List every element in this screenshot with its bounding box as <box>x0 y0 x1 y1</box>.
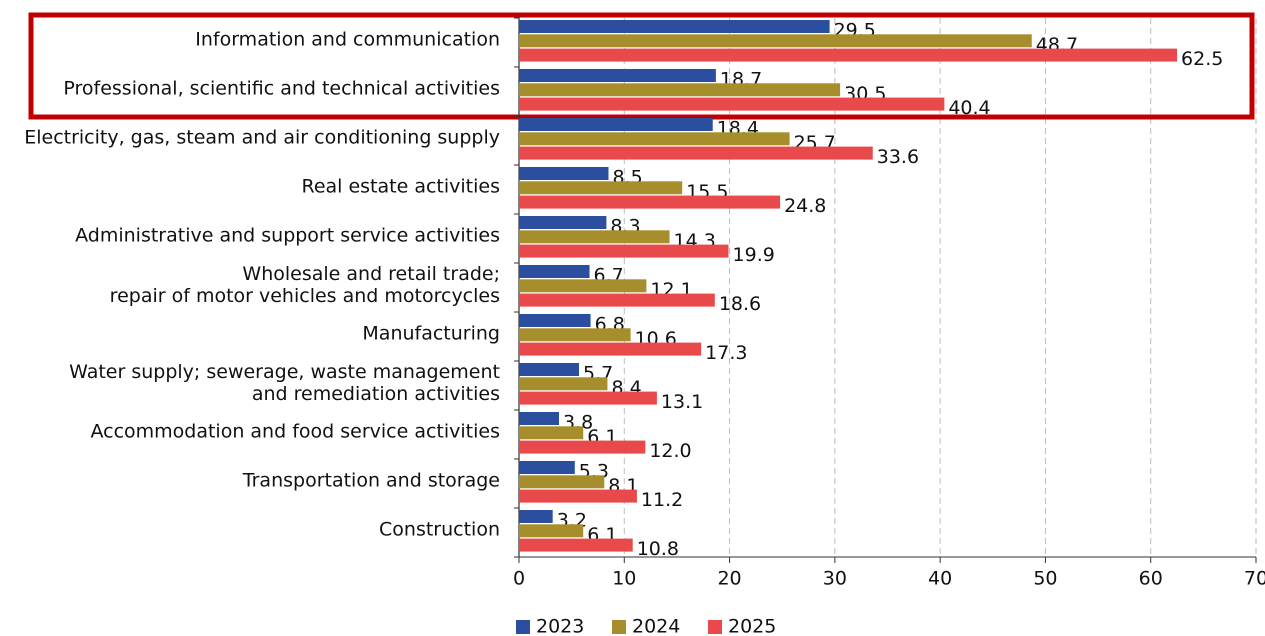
x-tick-label: 10 <box>612 568 636 590</box>
value-label: 40.4 <box>948 97 990 119</box>
value-label: 10.8 <box>637 538 679 560</box>
y-tick-label: Electricity, gas, steam and air conditio… <box>24 127 500 149</box>
bar <box>519 510 553 523</box>
bar <box>519 426 584 440</box>
bar <box>519 391 657 405</box>
bar <box>519 97 945 111</box>
bar <box>519 412 560 425</box>
x-tick-label: 50 <box>1033 568 1057 590</box>
value-label: 19.9 <box>733 244 775 266</box>
bar <box>519 524 584 538</box>
bar <box>519 314 591 327</box>
value-label: 62.5 <box>1181 48 1223 70</box>
x-tick-label: 0 <box>513 568 525 590</box>
legend-label: 2023 <box>536 616 584 636</box>
bar <box>519 377 608 391</box>
x-tick-label: 30 <box>823 568 847 590</box>
y-tick-label: Manufacturing <box>362 323 500 345</box>
legend-swatch <box>516 620 530 634</box>
bar <box>519 342 702 356</box>
legend-label: 2024 <box>632 616 680 636</box>
bar <box>519 265 590 278</box>
bar <box>519 461 575 474</box>
bar <box>519 475 605 489</box>
bar <box>519 20 830 33</box>
y-tick-label: Water supply; sewerage, waste management… <box>69 361 500 405</box>
bar <box>519 146 873 160</box>
legend-swatch <box>708 620 722 634</box>
bar <box>519 293 715 307</box>
x-tick-label: 20 <box>717 568 741 590</box>
value-label: 17.3 <box>705 342 747 364</box>
bar <box>519 48 1178 62</box>
bar <box>519 363 580 376</box>
y-tick-label: Wholesale and retail trade; repair of mot… <box>110 263 500 307</box>
y-tick-label: Information and communication <box>195 29 500 51</box>
bar <box>519 216 607 229</box>
y-tick-label: Administrative and support service activ… <box>75 225 500 247</box>
bar <box>519 83 841 97</box>
bar <box>519 244 729 258</box>
y-tick-label: Construction <box>379 519 500 541</box>
bar <box>519 181 683 195</box>
bar <box>519 195 781 209</box>
x-tick-label: 60 <box>1139 568 1163 590</box>
bar <box>519 538 633 552</box>
value-label: 12.0 <box>649 440 691 462</box>
value-label: 18.6 <box>719 293 761 315</box>
highlight-box <box>28 12 1255 120</box>
bar <box>519 489 637 503</box>
y-tick-label: Accommodation and food service activitie… <box>90 421 500 443</box>
x-tick-label: 70 <box>1244 568 1265 590</box>
y-tick-label: Professional, scientific and technical a… <box>63 78 500 100</box>
bar <box>519 167 609 180</box>
bar <box>519 230 670 244</box>
y-tick-label: Real estate activities <box>301 176 500 198</box>
legend-swatch <box>612 620 626 634</box>
value-label: 11.2 <box>641 489 683 511</box>
y-tick-label: Transportation and storage <box>242 470 500 492</box>
value-label: 33.6 <box>877 146 919 168</box>
bar <box>519 328 631 342</box>
bar <box>519 440 646 454</box>
bar <box>519 279 647 293</box>
value-label: 24.8 <box>784 195 826 217</box>
bar <box>519 34 1032 48</box>
bar <box>519 118 713 131</box>
x-tick-label: 40 <box>928 568 952 590</box>
bar <box>519 132 790 146</box>
bar <box>519 69 716 82</box>
value-label: 13.1 <box>661 391 703 413</box>
legend-label: 2025 <box>728 616 776 636</box>
